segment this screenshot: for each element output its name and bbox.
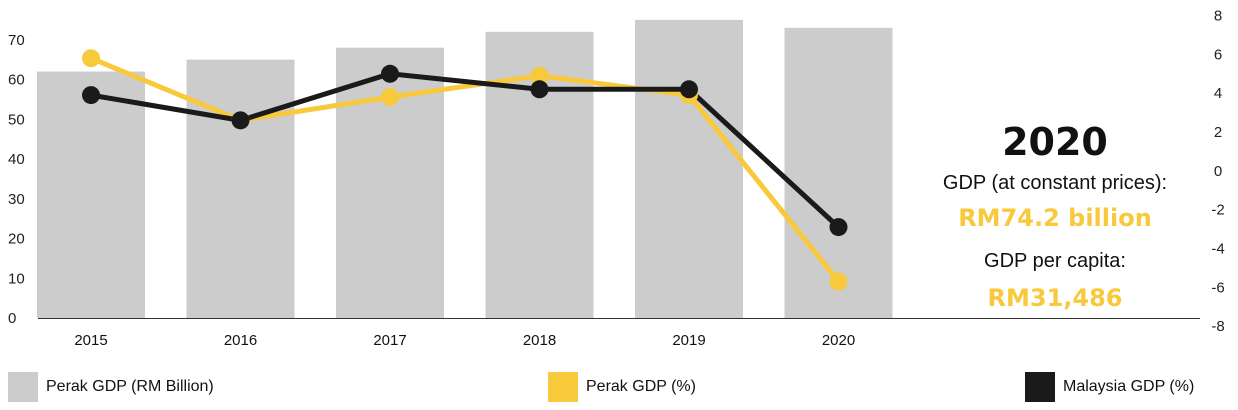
line-perak-gdp-percent: [90, 55, 841, 284]
point-perak-2015: [82, 49, 100, 68]
point-malaysia-2018: [530, 80, 549, 99]
x-tick-2017: 2017: [373, 332, 406, 349]
point-perak-2018: [530, 66, 549, 85]
bar-2019: [635, 19, 743, 318]
summary-per-capita-label: GDP per capita:: [984, 250, 1126, 272]
summary-gdp-value: RM74.2 billion: [958, 204, 1152, 232]
bar-2015: [37, 71, 145, 318]
bar-2020: [784, 27, 893, 318]
line-malaysia-gdp-percent: [90, 71, 841, 229]
y-left-tick: 70: [8, 32, 25, 49]
point-perak-2017: [381, 88, 399, 107]
x-tick-2016: 2016: [224, 332, 257, 349]
legend-swatch: [1025, 372, 1055, 402]
summary-per-capita-value: RM31,486: [987, 284, 1123, 312]
y-right-tick: 4: [1214, 85, 1222, 102]
legend-item-malaysia-gdp-percent: Malaysia GDP (%): [1025, 372, 1194, 402]
y-left-tick: 40: [8, 151, 25, 168]
y-left-tick: 30: [8, 191, 25, 208]
point-malaysia-2019: [680, 80, 698, 99]
legend-label: Malaysia GDP (%): [1063, 378, 1195, 395]
point-perak-2020: [829, 272, 848, 291]
legend-swatch: [8, 372, 38, 402]
point-malaysia-2017: [381, 64, 399, 83]
y-left-tick: 50: [8, 111, 25, 128]
y-right-tick: 8: [1214, 8, 1222, 25]
legend-item-perak-gdp-billion: Perak GDP (RM Billion): [8, 372, 214, 402]
y-right-tick: -2: [1211, 202, 1224, 219]
point-malaysia-2015: [82, 86, 100, 105]
x-tick-2019: 2019: [672, 332, 705, 349]
point-malaysia-2020: [829, 218, 848, 237]
x-tick-2020: 2020: [822, 332, 855, 349]
y-left-tick: 0: [8, 310, 16, 327]
y-left-tick: 60: [8, 72, 25, 89]
y-right-tick: -6: [1211, 279, 1224, 296]
y-left-tick: 10: [8, 270, 25, 287]
y-right-tick: -4: [1211, 240, 1224, 257]
y-right-tick: 0: [1214, 163, 1222, 180]
summary-year: 2020: [1002, 120, 1108, 164]
legend-label: Perak GDP (%): [586, 378, 696, 395]
legend-label: Perak GDP (RM Billion): [46, 378, 214, 395]
x-tick-2015: 2015: [74, 332, 107, 349]
point-malaysia-2016: [231, 111, 250, 130]
y-left-tick: 20: [8, 231, 25, 248]
y-right-tick: -8: [1211, 318, 1224, 335]
x-tick-2018: 2018: [523, 332, 556, 349]
legend-swatch: [548, 372, 578, 402]
summary-gdp-label: GDP (at constant prices):: [942, 172, 1168, 194]
legend-item-perak-gdp-percent: Perak GDP (%): [548, 372, 696, 402]
y-right-tick: 2: [1214, 124, 1222, 141]
bar-2016: [186, 59, 295, 318]
y-right-tick: 6: [1214, 46, 1222, 63]
